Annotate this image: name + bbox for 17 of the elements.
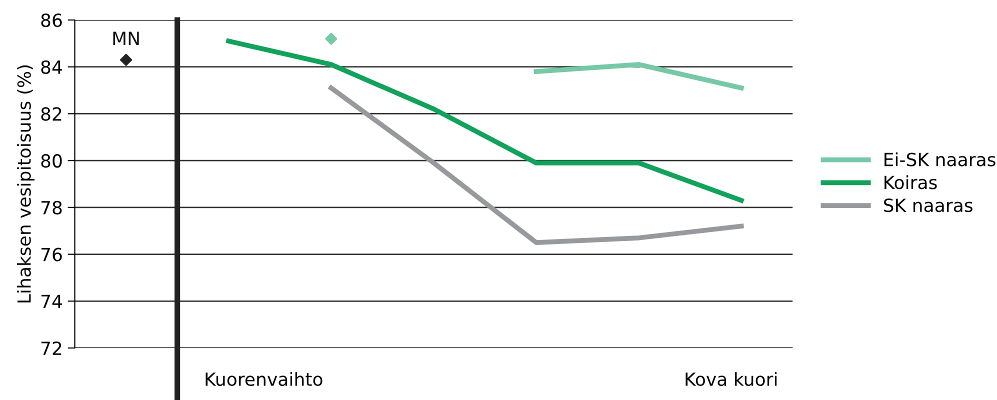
legend-label: SK naaras — [884, 198, 972, 212]
text: Kuorenvaihto — [206, 372, 322, 386]
series-label: MN — [113, 32, 139, 45]
y-tick-label: 78 — [41, 200, 62, 215]
y-axis-title: Lihaksen vesipitoisuus (%) — [16, 65, 34, 302]
y-tick-label: 84 — [41, 60, 62, 74]
text: Kova kuori — [686, 372, 777, 386]
y-tick-label: 74 — [41, 294, 62, 308]
y-tick-label: 86 — [41, 13, 62, 28]
y-tick-label: 72 — [41, 341, 62, 355]
y-tick-label: 82 — [41, 107, 62, 121]
line-series — [226, 38, 744, 203]
legend-label: Koiras — [884, 175, 937, 190]
y-tick-label: 80 — [41, 154, 62, 168]
line-series — [328, 86, 744, 245]
y-tick-label: 76 — [41, 248, 62, 262]
legend-label: Ei-SK naaras — [884, 152, 996, 166]
